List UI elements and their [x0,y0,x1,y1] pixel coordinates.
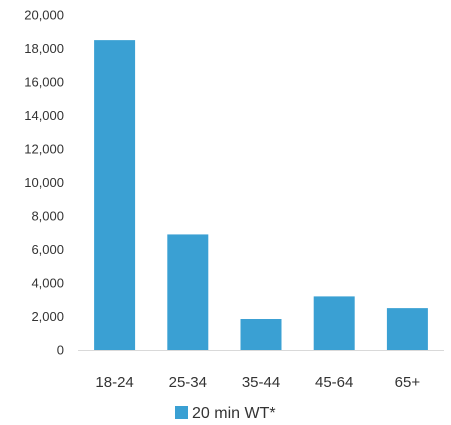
y-tick-label: 6,000 [31,242,64,257]
y-tick-label: 10,000 [24,175,64,190]
legend-swatch [175,406,188,419]
bar-65+ [386,308,428,350]
x-tick-label: 35-44 [242,374,280,391]
y-tick-label: 16,000 [24,75,64,90]
bar-45-64 [313,296,355,350]
legend: 20 min WT* [175,405,276,422]
legend-label: 20 min WT* [192,405,276,422]
bar-35-44 [240,319,282,350]
x-tick-label: 25-34 [169,374,207,391]
y-axis-tick-labels: 0 2,000 4,000 6,000 8,000 10,000 12,000 14,000 1… [24,8,64,358]
y-tick-label: 0 [57,343,64,358]
bar-series [94,40,428,350]
x-tick-label: 18-24 [95,374,133,391]
x-tick-label: 45-64 [315,374,353,391]
x-tick-label: 65+ [395,374,421,391]
y-tick-label: 18,000 [24,41,64,56]
y-tick-label: 2,000 [31,309,64,324]
bar-25-34 [167,234,209,350]
x-axis-tick-labels: 18-24 25-34 35-44 45-64 65+ [95,374,420,391]
y-tick-label: 14,000 [24,108,64,123]
bar-18-24 [94,40,136,350]
y-tick-label: 4,000 [31,276,64,291]
y-tick-label: 20,000 [24,8,64,23]
y-tick-label: 8,000 [31,209,64,224]
y-tick-label: 12,000 [24,142,64,157]
